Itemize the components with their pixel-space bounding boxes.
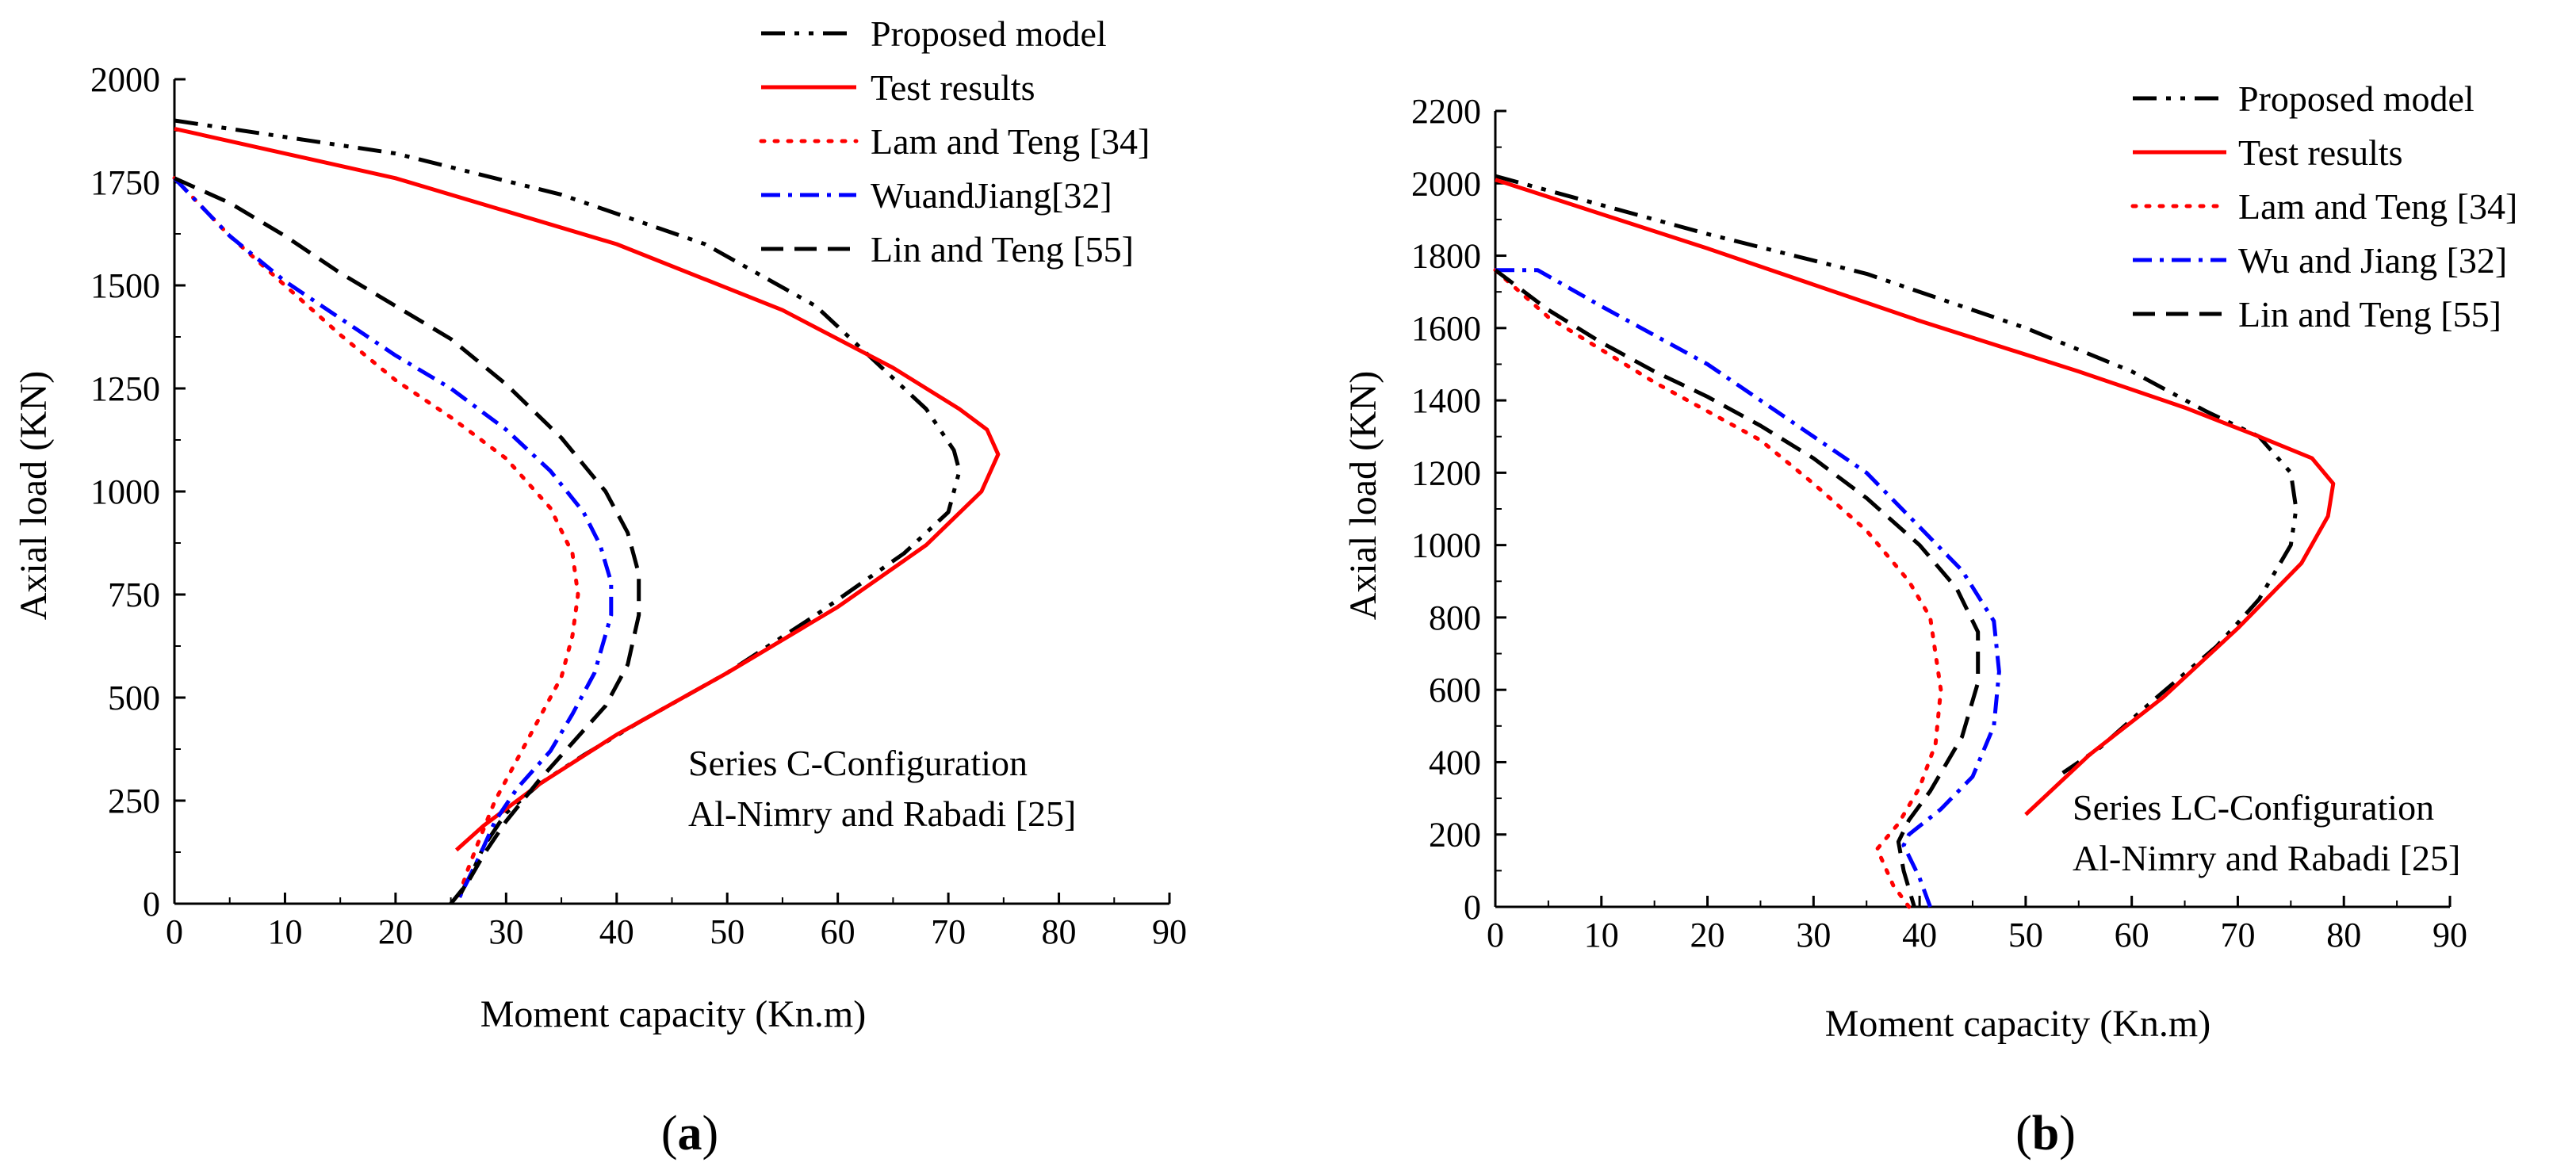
x-tick-label-b: 20 (1690, 916, 1725, 954)
legend-b-label-lam-and-teng: Lam and Teng [34] (2238, 186, 2517, 227)
legend-b-label-test-results: Test results (2238, 132, 2403, 173)
x-tick-label-a: 30 (488, 912, 523, 951)
x-tick-label-a: 60 (821, 912, 855, 951)
panel-label-a: (a) (661, 1107, 718, 1161)
y-tick-label-a: 2000 (90, 60, 160, 99)
x-tick-label-a: 80 (1042, 912, 1077, 951)
legend-a-label-proposed-model: Proposed model (871, 13, 1107, 54)
y-tick-label-b: 0 (1464, 888, 1481, 927)
legend-b-label-proposed-model: Proposed model (2238, 78, 2475, 119)
y-tick-label-a: 750 (108, 576, 160, 614)
annotation-a-line-1: Series C-Configuration (688, 743, 1028, 783)
x-tick-label-b: 60 (2115, 916, 2149, 954)
legend-a-label-lam-and-teng: Lam and Teng [34] (871, 121, 1150, 162)
chart-panel-a: Proposed model Test results Lam and Teng… (13, 13, 1187, 1161)
y-tick-label-a: 1500 (90, 266, 160, 305)
series-line-a-lin-and-teng-55 (173, 176, 641, 905)
x-tick-label-b: 0 (1487, 916, 1504, 954)
x-tick-label-a: 10 (267, 912, 302, 951)
x-tick-label-b: 80 (2326, 916, 2361, 954)
legend-b: Proposed model Test results Lam and Teng… (2130, 78, 2517, 335)
y-tick-label-a: 1250 (90, 369, 160, 408)
x-tick-label-b: 50 (2008, 916, 2043, 954)
y-axis-label-b: Axial load (KN) (1342, 371, 1384, 621)
y-tick-label-a: 500 (108, 679, 160, 717)
legend-a-label-wu-and-jiang: WuandJiang[32] (871, 175, 1112, 216)
y-tick-label-b: 1600 (1411, 309, 1481, 348)
x-axis-label-a: Moment capacity (Kn.m) (480, 993, 867, 1035)
x-tick-label-b: 30 (1796, 916, 1831, 954)
y-tick-label-b: 1000 (1411, 526, 1481, 565)
panel-label-b: (b) (2015, 1107, 2076, 1161)
y-tick-label-b: 2000 (1411, 164, 1481, 203)
y-axis-label-a: Axial load (KN) (13, 371, 55, 621)
y-tick-label-a: 0 (143, 885, 160, 924)
annotation-a-line-2: Al-Nimry and Rabadi [25] (688, 794, 1076, 834)
annotation-b-line-2: Al-Nimry and Rabadi [25] (2073, 838, 2460, 878)
panel-letter-a: a (678, 1107, 702, 1161)
y-tick-label-a: 1750 (90, 163, 160, 202)
x-tick-label-b: 40 (1902, 916, 1937, 954)
series-line-a-proposed-model (174, 118, 962, 905)
y-tick-label-b: 600 (1429, 671, 1481, 709)
x-tick-label-a: 20 (378, 912, 413, 951)
x-tick-label-a: 50 (710, 912, 744, 951)
x-tick-label-a: 0 (166, 912, 183, 951)
series-line-b-wu-and-jiang-32 (1495, 268, 2001, 908)
x-tick-label-b: 90 (2432, 916, 2467, 954)
y-tick-label-a: 1000 (90, 472, 160, 511)
y-tick-label-b: 1200 (1411, 453, 1481, 492)
series-line-b-proposed-model (1495, 174, 2298, 775)
y-tick-label-b: 200 (1429, 816, 1481, 855)
legend-a-label-lin-and-teng: Lin and Teng [55] (871, 229, 1134, 270)
x-tick-label-b: 70 (2220, 916, 2255, 954)
x-tick-label-a: 70 (931, 912, 966, 951)
y-tick-label-b: 1400 (1411, 381, 1481, 420)
y-tick-label-b: 2200 (1411, 92, 1481, 131)
legend-a: Proposed model Test results Lam and Teng… (759, 13, 1150, 270)
series-line-a-lam-and-teng-34 (172, 176, 580, 906)
x-tick-label-a: 90 (1152, 912, 1187, 951)
series-line-b-lin-and-teng-55 (1494, 268, 1981, 908)
series-line-b-lam-and-teng-34 (1493, 268, 1943, 909)
legend-b-label-lin-and-teng: Lin and Teng [55] (2238, 294, 2501, 335)
legend-b-label-wu-and-jiang: Wu and Jiang [32] (2238, 240, 2507, 281)
chart-panel-b: Proposed model Test results Lam and Teng… (1342, 78, 2517, 1161)
panel-letter-b: b (2032, 1107, 2059, 1161)
x-axis-label-b: Moment capacity (Kn.m) (1825, 1003, 2211, 1045)
series-line-b-test-results (1495, 178, 2336, 816)
y-tick-label-a: 250 (108, 782, 160, 820)
x-tick-label-b: 10 (1584, 916, 1619, 954)
x-tick-label-a: 40 (599, 912, 634, 951)
y-tick-label-b: 400 (1429, 743, 1481, 782)
y-tick-label-b: 1800 (1411, 237, 1481, 276)
series-line-a-wuandjiang-32 (173, 177, 614, 905)
series-line-a-test-results (174, 126, 1001, 852)
legend-a-label-test-results: Test results (871, 67, 1035, 108)
y-tick-label-b: 800 (1429, 598, 1481, 637)
annotation-b-line-1: Series LC-Configuration (2073, 787, 2434, 828)
